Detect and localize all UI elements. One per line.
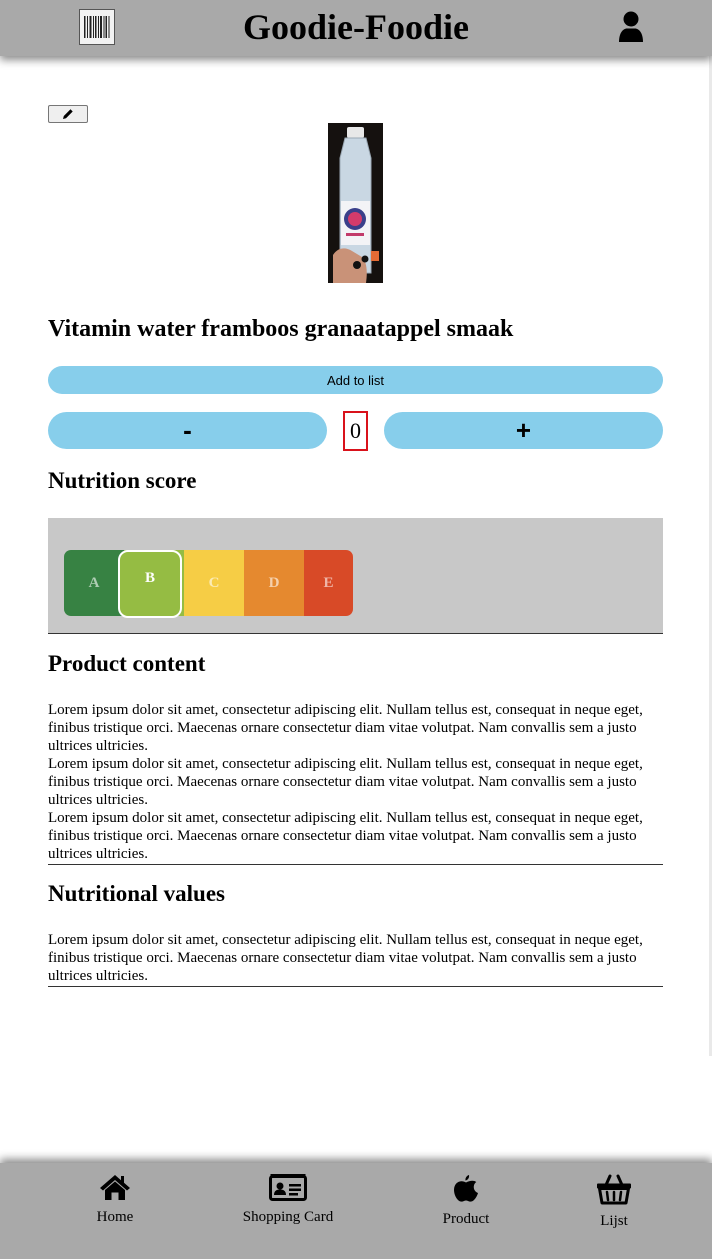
product-title: Vitamin water framboos granaatappel smaa…: [48, 316, 514, 342]
product-content-paragraph: Lorem ipsum dolor sit amet, consectetur …: [48, 810, 643, 862]
app-title: Goodie-Foodie: [243, 7, 469, 47]
grade-e: E: [304, 550, 353, 616]
add-to-list-button[interactable]: Add to list: [48, 366, 663, 394]
increase-quantity-button[interactable]: +: [384, 412, 663, 449]
apple-icon: [454, 1175, 478, 1202]
edit-button[interactable]: [48, 105, 88, 123]
nav-label-product: Product: [442, 1211, 490, 1227]
nav-item-product[interactable]: Product: [396, 1173, 536, 1245]
profile-button[interactable]: [617, 11, 645, 43]
nutri-score-scale: A C D E B: [64, 550, 353, 618]
product-content-paragraph: Lorem ipsum dolor sit amet, consectetur …: [48, 702, 643, 754]
grade-a: A: [64, 550, 124, 616]
bottom-navigation: Home Shopping Card Product Lijst: [0, 1163, 712, 1259]
nav-item-lijst[interactable]: Lijst: [544, 1173, 684, 1245]
nutritional-values-heading: Nutritional values: [48, 881, 225, 906]
product-content-text: Lorem ipsum dolor sit amet, consectetur …: [48, 701, 663, 865]
nutrition-score-heading: Nutrition score: [48, 468, 197, 493]
nav-label-lijst: Lijst: [600, 1213, 628, 1229]
product-content-paragraph: Lorem ipsum dolor sit amet, consectetur …: [48, 756, 643, 808]
basket-icon: [597, 1174, 631, 1205]
product-content-heading: Product content: [48, 651, 206, 676]
nutritional-values-text: Lorem ipsum dolor sit amet, consectetur …: [48, 931, 663, 987]
grade-d: D: [244, 550, 304, 616]
nav-label-home: Home: [96, 1209, 134, 1225]
nutritional-values-paragraph: Lorem ipsum dolor sit amet, consectetur …: [48, 932, 643, 984]
user-icon: [619, 11, 643, 42]
decrease-quantity-button[interactable]: -: [48, 412, 327, 449]
barcode-icon: [84, 16, 110, 38]
page-scrollbar[interactable]: [709, 56, 712, 1056]
grade-c: C: [184, 550, 244, 616]
nav-label-shopping-card: Shopping Card: [242, 1209, 334, 1225]
nav-item-home[interactable]: Home: [45, 1173, 185, 1245]
pencil-icon: [63, 109, 73, 119]
nutrition-score-panel: A C D E B: [48, 518, 663, 634]
nav-item-shopping-card[interactable]: Shopping Card: [218, 1173, 358, 1245]
top-app-bar: Goodie-Foodie: [0, 0, 712, 56]
product-image: [328, 123, 383, 283]
id-card-icon: [269, 1174, 307, 1201]
home-icon: [100, 1175, 130, 1200]
barcode-scan-button[interactable]: [79, 9, 115, 45]
quantity-value[interactable]: 0: [343, 411, 368, 451]
grade-selected-b: B: [118, 550, 182, 618]
